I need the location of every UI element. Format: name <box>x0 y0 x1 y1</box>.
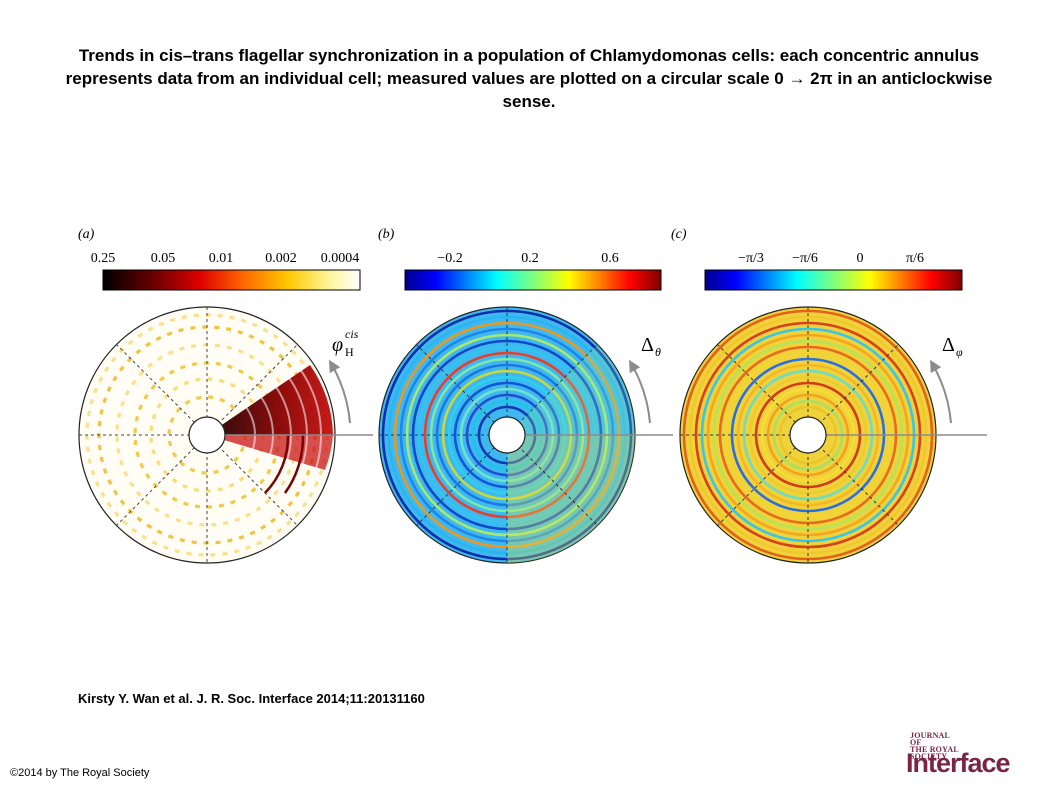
colorbar-tick: 0.0004 <box>321 251 360 266</box>
logo-wordmark: Interface <box>906 748 1011 778</box>
logo-line: SOCIETY <box>910 752 948 761</box>
colorbar-tick: −0.2 <box>437 251 462 266</box>
variable-symbol: φ <box>332 334 343 356</box>
panel-c-label: (c) <box>671 227 687 242</box>
panel-b-colorbar <box>404 269 662 291</box>
panel-b-center-hole <box>488 416 526 454</box>
panel-b: (b) −0.2 0.2 0.6 <box>378 227 673 564</box>
colorbar-tick: −π/3 <box>738 251 764 266</box>
panel-c-direction-arrow <box>930 359 952 424</box>
variable-subscript: φ <box>956 345 963 359</box>
journal-logo: JOURNAL OF THE ROYAL SOCIETY Interface <box>906 732 1016 782</box>
logo-line: OF <box>910 738 922 747</box>
colorbar-tick: 0.05 <box>151 251 176 266</box>
panel-c: (c) −π/3 −π/6 0 π/6 <box>671 227 987 564</box>
logo-line: THE ROYAL <box>910 745 959 754</box>
variable-subscript: θ <box>655 345 661 359</box>
colorbar-tick: 0.002 <box>265 251 297 266</box>
panel-b-variable-label: Δ θ <box>641 334 661 359</box>
variable-subscript: H <box>345 345 354 359</box>
panel-a-label: (a) <box>78 227 95 242</box>
logo-line: JOURNAL <box>910 731 951 740</box>
panel-b-direction-arrow <box>629 359 651 424</box>
colorbar-tick: 0.2 <box>521 251 539 266</box>
variable-superscript: cis <box>345 327 359 341</box>
panel-c-colorbar-ticks: −π/3 −π/6 0 π/6 <box>738 251 924 266</box>
figure-title: Trends in cis–trans flagellar synchroniz… <box>65 46 993 111</box>
panel-c-center-hole <box>789 416 827 454</box>
panel-b-label: (b) <box>378 227 395 242</box>
figure-panels: (a) 0.25 0.05 0.01 0.002 0.0004 <box>78 227 987 564</box>
copyright-notice: ©2014 by The Royal Society <box>10 767 150 779</box>
citation: Kirsty Y. Wan et al. J. R. Soc. Interfac… <box>78 691 425 706</box>
panel-a-colorbar <box>102 269 361 291</box>
panel-a: (a) 0.25 0.05 0.01 0.002 0.0004 <box>78 227 373 564</box>
colorbar-tick: 0.01 <box>209 251 234 266</box>
logo-journal-text: JOURNAL OF THE ROYAL SOCIETY <box>910 731 959 761</box>
colorbar-tick: 0 <box>857 251 864 266</box>
panel-a-center-hole <box>188 416 226 454</box>
panel-c-colorbar <box>704 269 963 291</box>
variable-symbol: Δ <box>641 334 654 356</box>
colorbar-tick: −π/6 <box>792 251 818 266</box>
colorbar-tick: 0.25 <box>91 251 116 266</box>
panel-b-colorbar-ticks: −0.2 0.2 0.6 <box>437 251 618 266</box>
colorbar-tick: 0.6 <box>601 251 619 266</box>
panel-a-direction-arrow <box>329 359 351 424</box>
panel-a-variable-label: φ cis H <box>332 327 359 359</box>
panel-c-variable-label: Δ φ <box>942 334 963 359</box>
panel-a-colorbar-ticks: 0.25 0.05 0.01 0.002 0.0004 <box>91 251 360 266</box>
variable-symbol: Δ <box>942 334 955 356</box>
colorbar-tick: π/6 <box>906 251 924 266</box>
